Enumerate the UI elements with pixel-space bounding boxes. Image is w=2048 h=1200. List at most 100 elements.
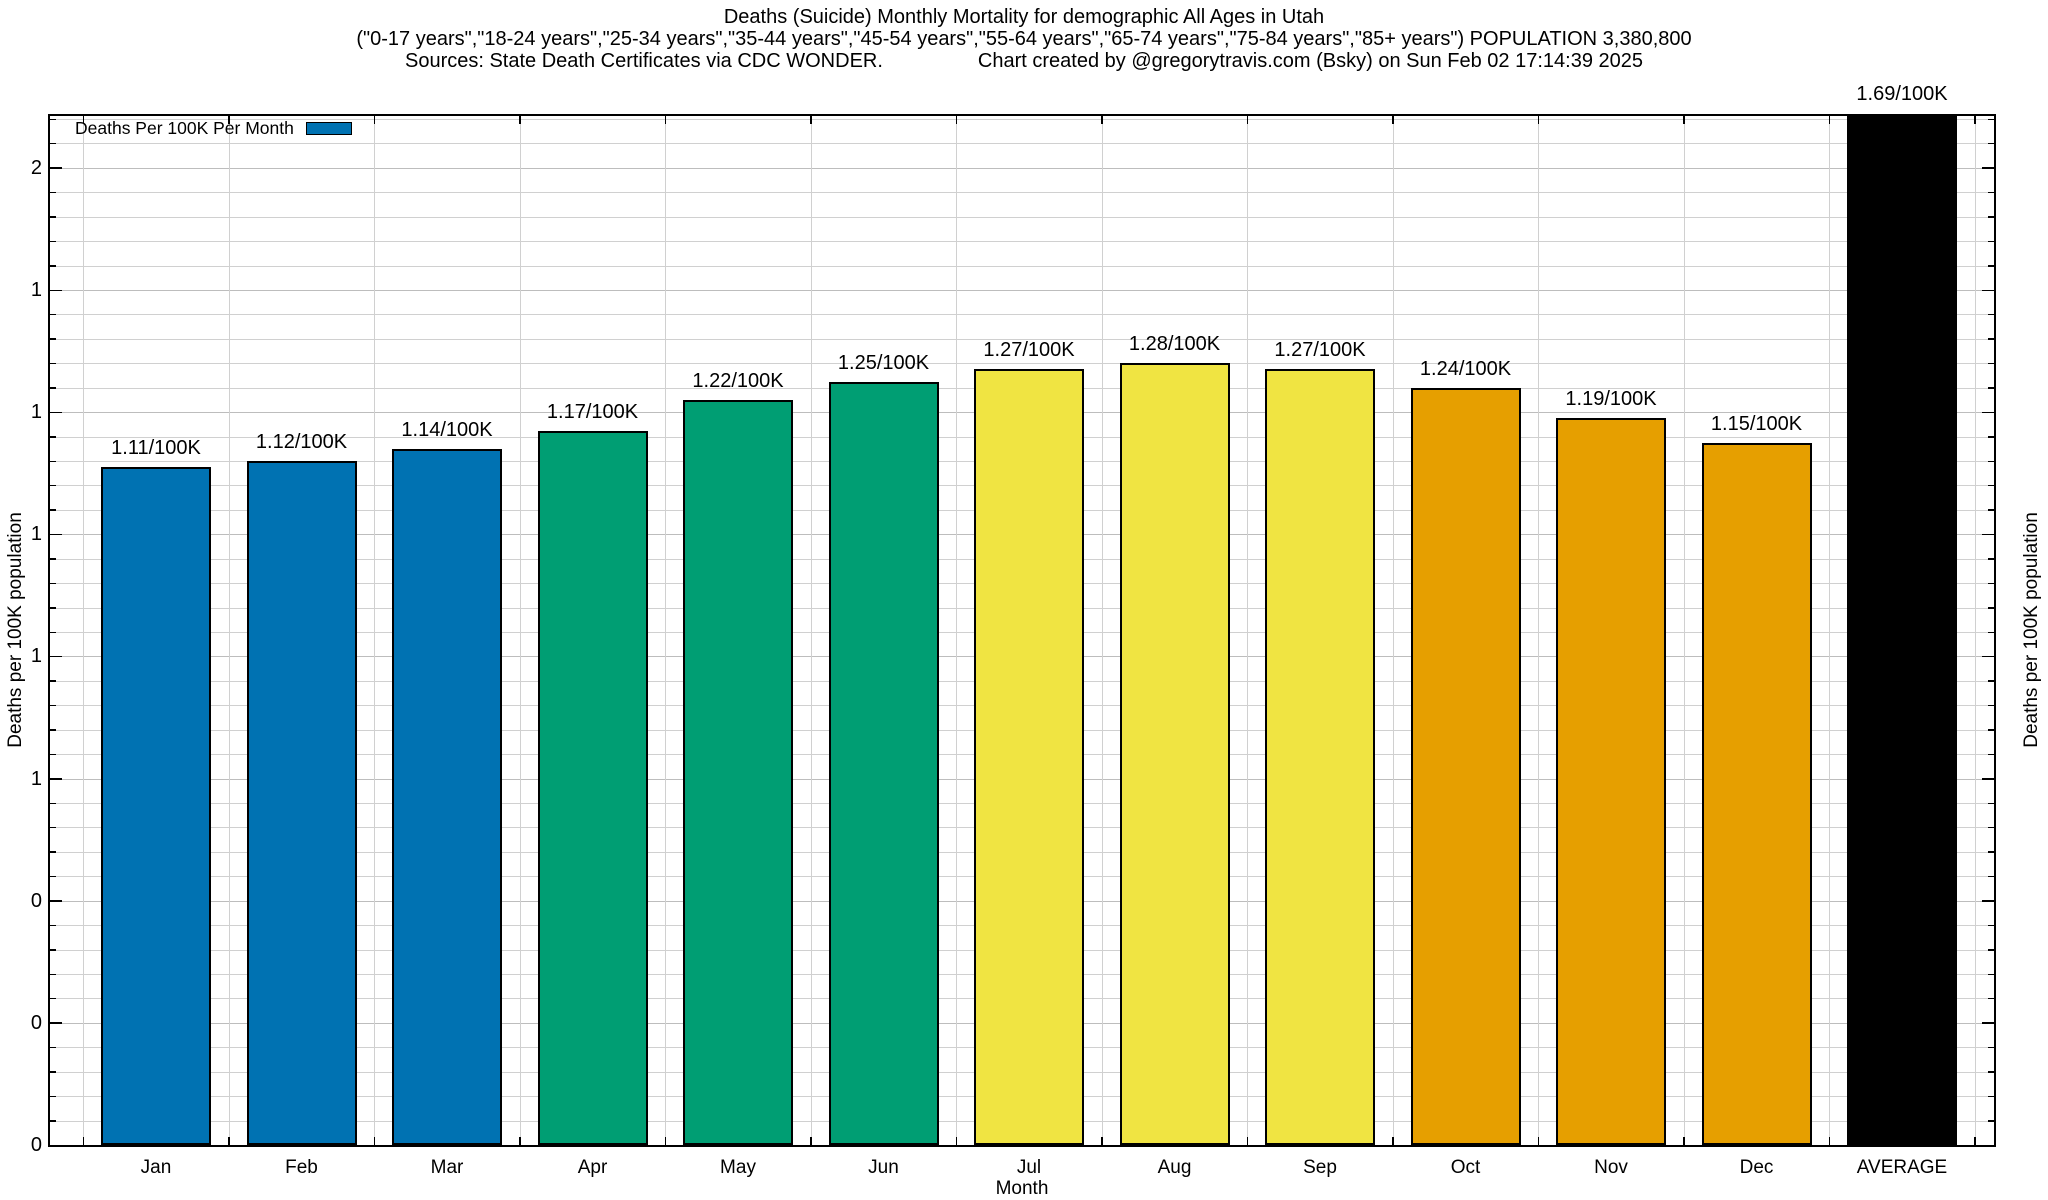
y-tick-mark-right — [1982, 411, 1994, 414]
x-tick-mark-bottom — [1246, 1137, 1248, 1145]
bar-value-label: 1.17/100K — [546, 400, 639, 423]
x-tick-mark-top — [664, 116, 666, 124]
y-tick-mark-left — [50, 802, 56, 805]
vertical-gridline — [1392, 116, 1394, 1145]
gridline-minor — [50, 119, 1994, 121]
bar-value-label: 1.27/100K — [983, 339, 1075, 362]
x-tick-mark-bottom — [810, 1137, 812, 1145]
y-tick-mark-left — [50, 680, 56, 682]
x-tick-mark-bottom — [1828, 1137, 1830, 1145]
y-tick-mark-right — [1982, 167, 1994, 169]
x-tick-mark-bottom — [1683, 1137, 1685, 1145]
y-tick-mark-left — [50, 655, 62, 658]
x-tick-mark-top — [373, 116, 375, 124]
y-tick-mark-left — [50, 362, 56, 365]
gridline-major — [50, 167, 1994, 169]
vertical-gridline — [1101, 116, 1103, 1145]
y-tick-mark-right — [1988, 191, 1994, 194]
x-tick-label-may: May — [720, 1157, 756, 1178]
y-tick-mark-left — [50, 1120, 56, 1122]
y-tick-mark-left — [50, 582, 56, 585]
y-tick-mark-left — [50, 167, 62, 169]
legend: Deaths Per 100K Per Month — [75, 118, 352, 139]
y-tick-mark-left — [50, 289, 62, 292]
y-tick-mark-right — [1982, 655, 1994, 658]
vertical-gridline — [228, 116, 230, 1145]
x-tick-label-aug: Aug — [1157, 1157, 1192, 1178]
y-tick-mark-right — [1988, 362, 1994, 365]
gridline-minor — [50, 192, 1994, 194]
y-tick-mark-left — [50, 558, 56, 560]
y-tick-mark-left — [50, 142, 56, 145]
x-tick-mark-top — [1683, 116, 1685, 124]
bar-value-label: 1.27/100K — [1274, 339, 1366, 362]
y-tick-mark-right — [1988, 949, 1994, 951]
y-tick-label: 0 — [30, 889, 42, 912]
bar-sep — [1265, 369, 1375, 1145]
gridline-minor — [50, 143, 1994, 145]
y-tick-mark-right — [1982, 289, 1994, 292]
vertical-gridline — [810, 116, 812, 1145]
vertical-gridline — [1829, 116, 1831, 1145]
x-tick-mark-bottom — [82, 1137, 84, 1145]
bar-value-label: 1.14/100K — [401, 418, 493, 441]
x-tick-mark-top — [228, 116, 230, 124]
y-tick-mark-left — [50, 509, 56, 511]
y-tick-mark-left — [50, 216, 56, 218]
x-tick-mark-bottom — [228, 1137, 230, 1145]
bar-oct — [1410, 387, 1521, 1145]
bar-jul — [974, 369, 1084, 1145]
y-tick-label: 1 — [30, 645, 42, 668]
y-tick-mark-right — [1988, 631, 1994, 634]
bar-value-label: 1.19/100K — [1565, 388, 1657, 411]
vertical-gridline — [956, 116, 958, 1145]
y-tick-mark-left — [50, 387, 56, 389]
y-tick-mark-right — [1988, 460, 1994, 463]
x-tick-label-apr: Apr — [577, 1157, 608, 1178]
chart-notes-row: Sources: State Death Certificates via CD… — [405, 50, 1643, 72]
y-tick-mark-right — [1988, 216, 1994, 218]
y-tick-mark-left — [50, 460, 56, 463]
gridline-minor — [50, 338, 1994, 340]
credit-note: Chart created by @gregorytravis.com (Bsk… — [977, 50, 1643, 72]
y-tick-mark-left — [50, 436, 56, 438]
bar-mar — [392, 448, 502, 1145]
y-tick-mark-right — [1988, 265, 1994, 267]
y-tick-label: 0 — [30, 1134, 42, 1156]
y-tick-mark-right — [1988, 875, 1994, 878]
y-tick-mark-right — [1988, 753, 1994, 756]
y-tick-mark-right — [1988, 558, 1994, 560]
y-tick-mark-left — [50, 851, 56, 853]
y-tick-mark-right — [1988, 704, 1994, 707]
y-tick-mark-left — [50, 778, 62, 780]
source-note: Sources: State Death Certificates via CD… — [404, 50, 883, 72]
x-tick-mark-bottom — [519, 1137, 521, 1145]
x-tick-label-feb: Feb — [285, 1157, 318, 1178]
y-tick-mark-left — [50, 1071, 56, 1073]
y-tick-mark-left — [50, 875, 56, 878]
y-tick-mark-left — [50, 1095, 56, 1098]
y-tick-label: 0 — [30, 1011, 42, 1034]
bar-value-label: 1.22/100K — [692, 369, 784, 392]
x-tick-mark-bottom — [373, 1137, 375, 1145]
y-axis-title-right: Deaths per 100K population — [2021, 512, 2042, 748]
y-tick-mark-left — [50, 973, 56, 975]
x-tick-label-sep: Sep — [1303, 1157, 1337, 1178]
y-tick-mark-right — [1988, 802, 1994, 805]
x-tick-mark-bottom — [1392, 1137, 1394, 1145]
y-tick-mark-right — [1988, 142, 1994, 145]
bar-value-label: 1.11/100K — [111, 437, 201, 460]
bar-dec — [1701, 442, 1812, 1145]
x-tick-mark-bottom — [1101, 1137, 1103, 1145]
y-tick-mark-right — [1988, 826, 1994, 829]
x-tick-label-average: AVERAGE — [1856, 1157, 1948, 1178]
vertical-gridline — [1538, 116, 1540, 1145]
y-tick-mark-right — [1988, 1120, 1994, 1122]
vertical-gridline — [665, 116, 667, 1145]
chart-title: Deaths (Suicide) Monthly Mortality for d… — [723, 6, 1325, 28]
bar-value-label: 1.69/100K — [1856, 82, 1948, 105]
bar-jun — [828, 381, 939, 1145]
y-tick-mark-right — [1988, 509, 1994, 511]
vertical-gridline — [374, 116, 376, 1145]
y-tick-mark-left — [50, 949, 56, 951]
